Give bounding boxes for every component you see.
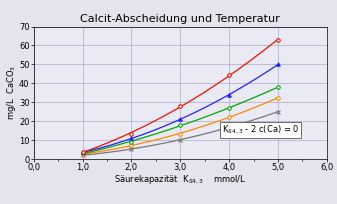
- Title: Calcit-Abscheidung und Temperatur: Calcit-Abscheidung und Temperatur: [81, 14, 280, 24]
- Text: K$_{{S4,3}}$ - 2 c(Ca) = 0: K$_{{S4,3}}$ - 2 c(Ca) = 0: [222, 124, 299, 136]
- X-axis label: Säurekapazität  K$_{{S4,3}}$    mmol/L: Säurekapazität K$_{{S4,3}}$ mmol/L: [114, 174, 246, 186]
- Y-axis label: mg/L  CaCO$_3$: mg/L CaCO$_3$: [4, 65, 18, 120]
